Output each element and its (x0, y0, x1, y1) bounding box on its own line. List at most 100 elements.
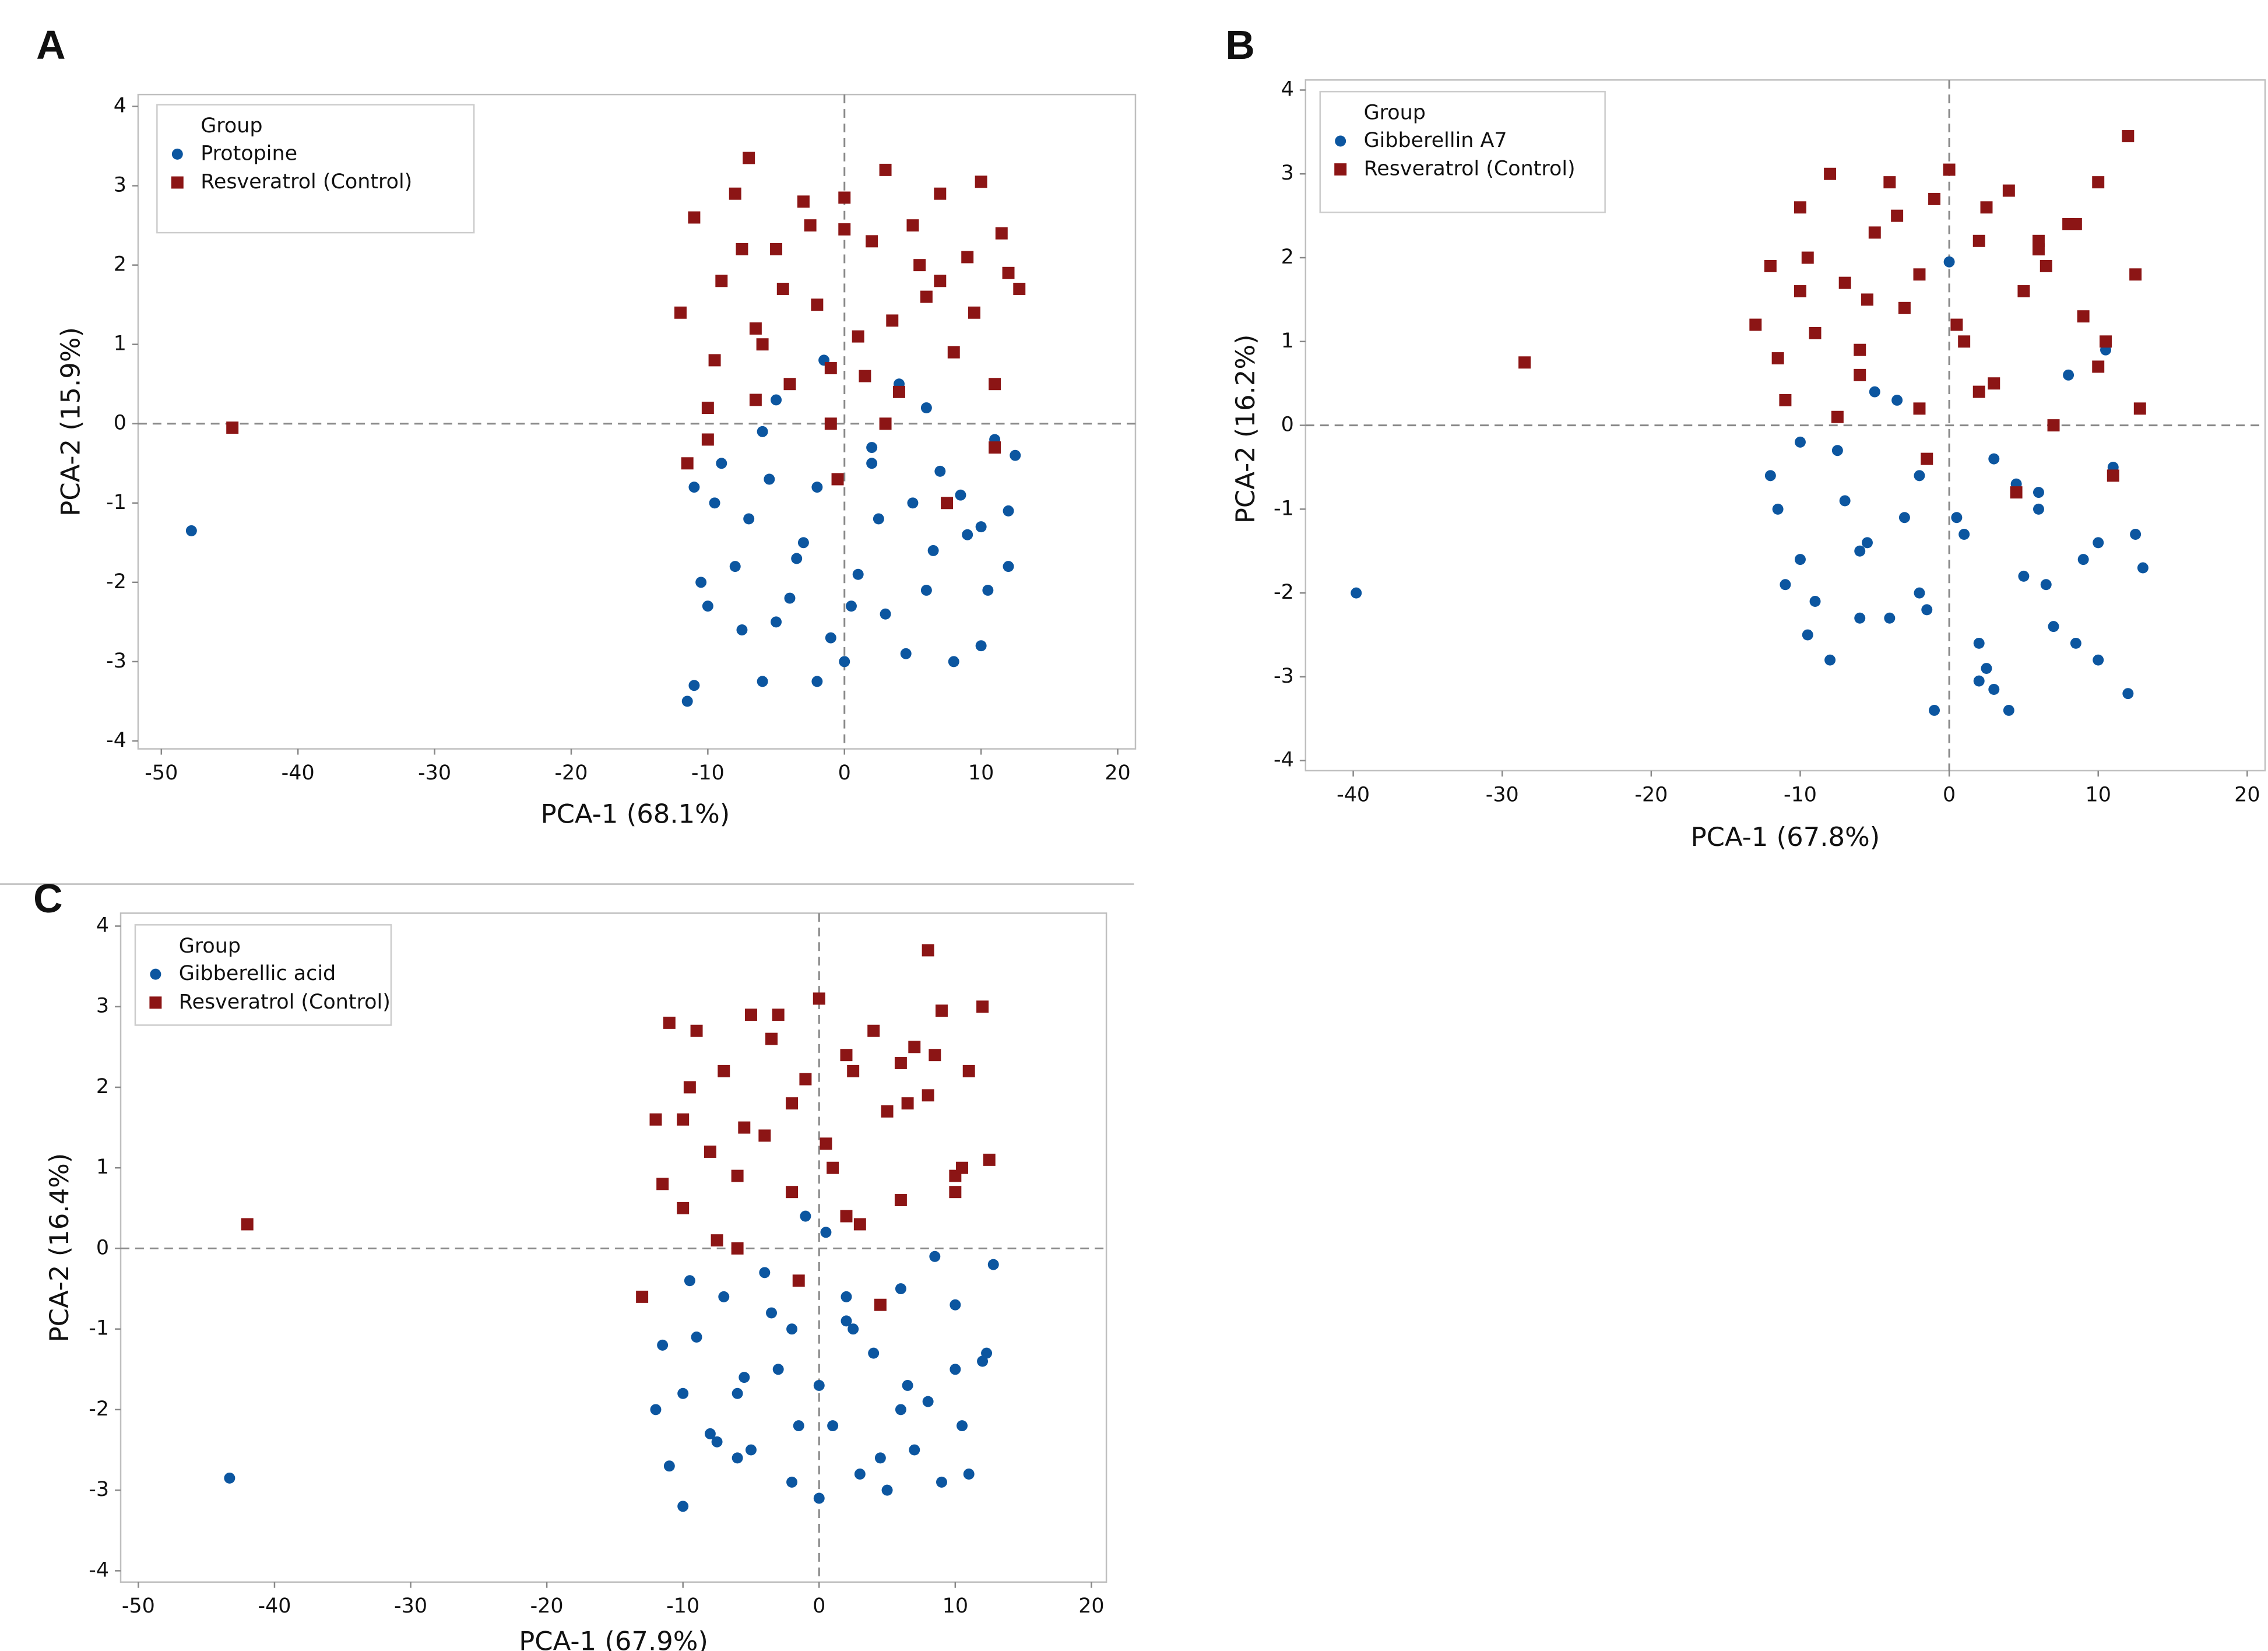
data-point (948, 656, 959, 668)
legend-marker (1334, 163, 1347, 176)
data-point (867, 1024, 880, 1037)
data-point (2040, 579, 2052, 591)
data-point (955, 489, 966, 501)
data-point (792, 1274, 805, 1287)
data-point (1884, 612, 1896, 624)
data-point (840, 1210, 853, 1223)
data-point (757, 676, 768, 687)
y-tick-label: 1 (1281, 329, 1294, 353)
data-point (701, 433, 714, 446)
x-axis-title: PCA-1 (68.1%) (541, 798, 730, 829)
data-point (852, 568, 864, 580)
data-point (950, 1364, 961, 1375)
data-point (1351, 587, 1362, 599)
data-point (881, 1484, 893, 1496)
y-tick-label: 3 (1281, 161, 1294, 185)
data-point (1972, 385, 1985, 398)
data-point (813, 1492, 825, 1504)
data-point (786, 1097, 799, 1110)
data-point (1854, 368, 1866, 381)
data-point (811, 482, 823, 493)
x-tick-label: 20 (1078, 1594, 1104, 1618)
data-point (677, 1202, 690, 1214)
x-tick-label: 0 (1943, 783, 1956, 806)
data-point (824, 362, 837, 374)
data-point (729, 561, 741, 572)
y-tick-label: 2 (96, 1075, 109, 1098)
data-point (783, 378, 796, 391)
data-point (185, 525, 197, 536)
data-point (961, 251, 974, 264)
data-point (2070, 637, 2081, 649)
data-point (962, 1065, 975, 1077)
data-point (995, 227, 1008, 240)
y-tick-label: 0 (96, 1236, 109, 1259)
data-point (683, 1081, 696, 1094)
data-point (1794, 201, 1806, 214)
data-point (893, 385, 905, 398)
data-point (1988, 377, 2000, 390)
data-point (866, 442, 878, 454)
y-tick-label: -2 (89, 1397, 109, 1421)
data-point (716, 458, 727, 469)
data-point (736, 624, 748, 635)
y-tick-label: -4 (89, 1558, 109, 1582)
data-point (852, 330, 864, 343)
data-point (886, 314, 899, 327)
x-tick-label: -40 (1337, 783, 1370, 806)
y-tick-label: -3 (1274, 665, 1294, 688)
data-point (929, 1250, 941, 1262)
y-tick-label: -2 (106, 570, 126, 593)
data-point (1838, 276, 1851, 289)
data-point (1950, 318, 1963, 331)
data-point (934, 275, 947, 287)
data-point (1749, 318, 1762, 331)
x-tick-label: -50 (145, 761, 178, 785)
data-point (709, 497, 720, 509)
y-tick-label: 0 (114, 412, 126, 435)
data-point (920, 584, 932, 596)
data-point (684, 1275, 695, 1287)
data-point (879, 417, 892, 430)
data-point (1854, 545, 1866, 557)
data-point (226, 421, 239, 434)
data-point (968, 306, 980, 319)
data-point (695, 577, 707, 588)
legend-label: Resveratrol (Control) (1364, 157, 1576, 181)
data-point (656, 1178, 669, 1190)
data-point (1862, 537, 1873, 549)
x-tick-label: -30 (418, 761, 451, 785)
data-point (681, 695, 693, 707)
data-point (845, 600, 857, 612)
data-point (688, 482, 700, 493)
data-point (1891, 394, 1903, 406)
data-point (793, 1420, 804, 1432)
data-point (2100, 335, 2112, 348)
data-point (2093, 654, 2104, 666)
x-tick-label: -40 (282, 761, 315, 785)
data-point (920, 290, 933, 303)
x-tick-label: 10 (968, 761, 994, 785)
data-point (715, 275, 728, 287)
legend-box (134, 924, 392, 1026)
data-point (1003, 561, 1014, 572)
data-point (866, 235, 878, 248)
data-point (1002, 266, 1015, 279)
data-point (708, 354, 721, 367)
data-point (1780, 579, 1791, 591)
data-point (711, 1436, 723, 1448)
data-point (1973, 675, 1985, 687)
data-point (636, 1290, 649, 1303)
y-tick-label: -4 (1274, 749, 1294, 772)
x-tick-label: -20 (1634, 783, 1668, 806)
data-point (820, 1137, 832, 1150)
y-tick-label: 3 (96, 995, 109, 1018)
y-tick-label: 1 (96, 1155, 109, 1179)
x-tick-label: -20 (554, 761, 588, 785)
data-point (241, 1218, 254, 1231)
y-tick-label: -3 (106, 649, 126, 673)
data-point (975, 640, 987, 652)
data-point (907, 497, 919, 509)
x-tick-label: -50 (122, 1594, 155, 1618)
